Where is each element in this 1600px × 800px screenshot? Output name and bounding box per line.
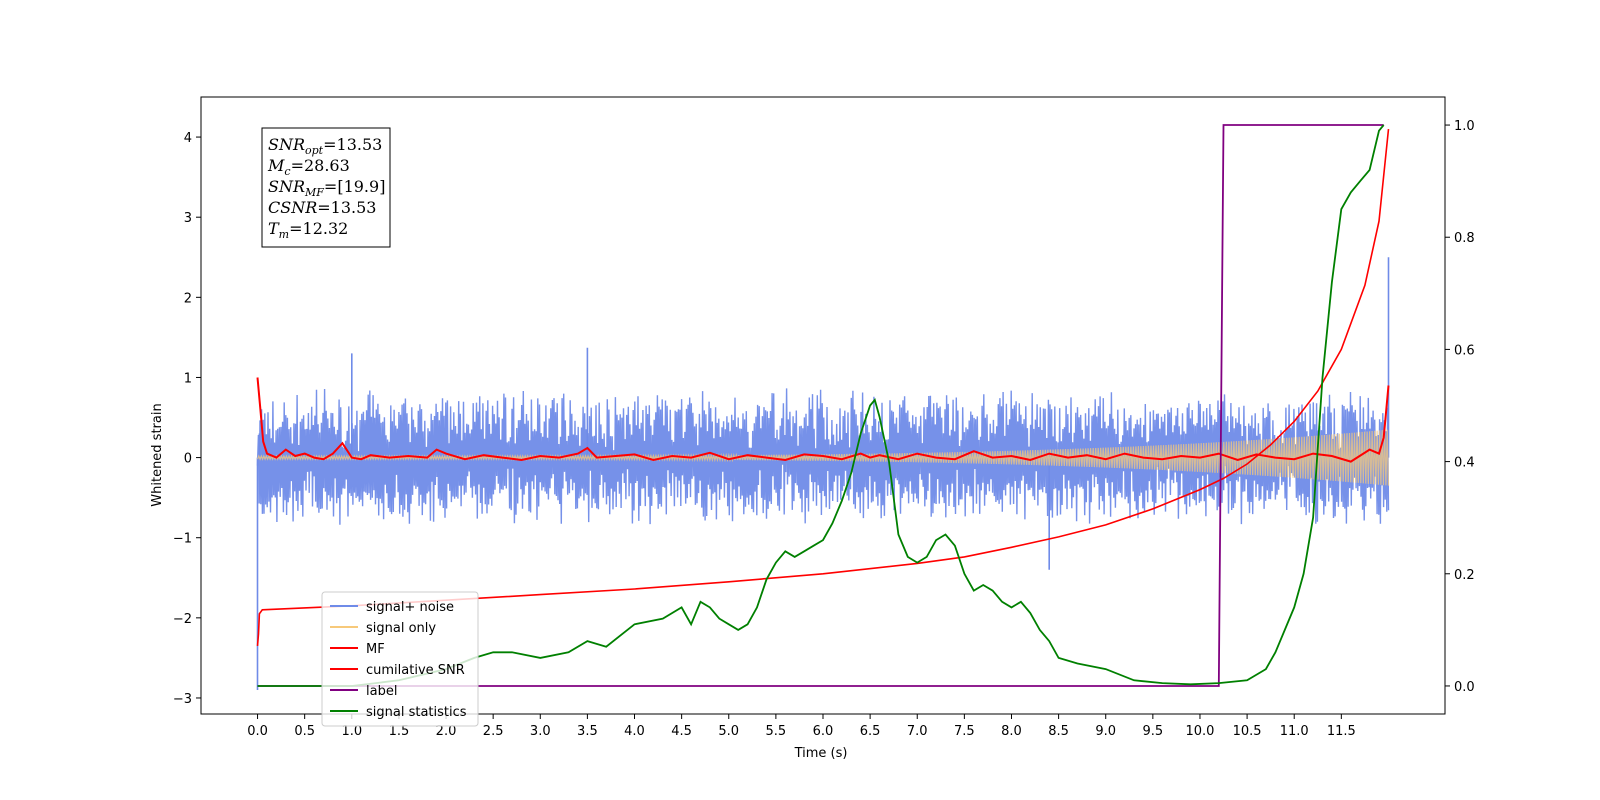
series-mf-line (256, 377, 1390, 463)
x-tick-label: 7.0 (907, 724, 928, 739)
legend-label: cumilative SNR (366, 663, 465, 678)
x-tick-label: 3.0 (530, 724, 551, 739)
y-tick-label: −1 (173, 532, 192, 547)
annotation-base: SNR (268, 177, 305, 196)
annotation-value: =13.53 (317, 198, 376, 217)
y-tick-label: −2 (173, 612, 192, 627)
axes: 0.0 0.5 1.0 1.5 2.0 2.5 3.0 3.5 4.0 4.5 5.0 5.5 6.0 6… (173, 96, 1475, 739)
x-tick-label: 6.0 (813, 724, 834, 739)
annotation-base: SNR (268, 135, 305, 154)
series-label-line (257, 124, 1384, 687)
x-tick-label: 1.0 (341, 724, 362, 739)
x-tick-label: 9.5 (1143, 724, 1164, 739)
annotation-base: M (267, 156, 285, 175)
x-tick-label: 5.0 (718, 724, 739, 739)
y-tick-label: 0 (184, 452, 192, 467)
x-tick-label: 2.5 (483, 724, 504, 739)
annotation-subscript: c (284, 165, 290, 178)
legend-box (321, 591, 479, 727)
x-tick-label: 6.5 (860, 724, 881, 739)
legend-label: signal+ noise (366, 600, 454, 615)
y2-tick-label: 0.4 (1454, 456, 1475, 471)
series-signal-statistics-line (257, 124, 1385, 687)
annotation-subscript: opt (305, 144, 324, 157)
y-tick-label: 4 (184, 131, 192, 146)
annotation-value: =28.63 (291, 156, 350, 175)
annotation-base: T (268, 219, 280, 238)
legend-label: MF (366, 642, 385, 657)
x-tick-label: 8.0 (1001, 724, 1022, 739)
x-tick-label: 4.0 (624, 724, 645, 739)
y2-tick-label: 0.0 (1454, 680, 1475, 695)
y2-tick-label: 1.0 (1454, 119, 1475, 134)
annotation-line: Mc=28.63 (267, 156, 350, 178)
annotation-line: Tm=12.32 (268, 219, 348, 241)
annotation-box: SNRopt=13.53Mc=28.63SNRMF=[19.9]CSNR=13.… (261, 127, 391, 248)
y-axis-label: Whitened strain (150, 403, 165, 506)
y2-tick-label: 0.6 (1454, 343, 1475, 358)
annotation-subscript: MF (304, 186, 324, 199)
x-tick-label: 9.0 (1095, 724, 1116, 739)
y-tick-label: 2 (184, 291, 192, 306)
y-tick-label: 3 (184, 211, 192, 226)
annotation-frame (261, 127, 391, 248)
annotation-value: =12.32 (289, 219, 348, 238)
annotation-line: CSNR=13.53 (268, 198, 376, 217)
x-tick-label: 10.0 (1185, 724, 1214, 739)
y2-tick-label: 0.8 (1454, 231, 1475, 246)
legend: signal+ noise signal only MF cumilative SNR… (321, 591, 479, 727)
legend-label: label (366, 684, 397, 699)
series-signal-noise-line (256, 388, 1390, 525)
x-tick-label: 3.5 (577, 724, 598, 739)
x-tick-label: 0.0 (247, 724, 268, 739)
series-signal-only-line (256, 429, 1390, 486)
x-tick-label: 7.5 (954, 724, 975, 739)
legend-label: signal only (366, 621, 436, 636)
annotation-line: SNRopt=13.53 (268, 135, 382, 157)
y2-tick-label: 0.2 (1454, 568, 1475, 583)
x-tick-label: 11.5 (1327, 724, 1356, 739)
x-tick-label: 2.0 (436, 724, 457, 739)
y-tick-label: 1 (184, 371, 192, 386)
y-tick-label: −3 (173, 692, 192, 707)
x-tick-label: 1.5 (389, 724, 410, 739)
series-signal-noise-spikes (256, 257, 1390, 690)
x-tick-label: 10.5 (1233, 724, 1262, 739)
x-tick-label: 4.5 (671, 724, 692, 739)
x-tick-label: 8.5 (1048, 724, 1069, 739)
x-axis-label: Time (s) (794, 746, 848, 761)
annotation-subscript: m (279, 228, 289, 241)
legend-label: signal statistics (366, 705, 467, 720)
series-cumilative-snr-line (256, 129, 1390, 646)
annotation-value: =[19.9] (324, 177, 386, 196)
annotation-base: CSNR (268, 198, 317, 217)
x-tick-label: 11.0 (1280, 724, 1309, 739)
x-tick-label: 0.5 (294, 724, 315, 739)
annotation-line: SNRMF=[19.9] (268, 177, 385, 199)
x-tick-label: 5.5 (766, 724, 787, 739)
annotation-value: =13.53 (323, 135, 382, 154)
